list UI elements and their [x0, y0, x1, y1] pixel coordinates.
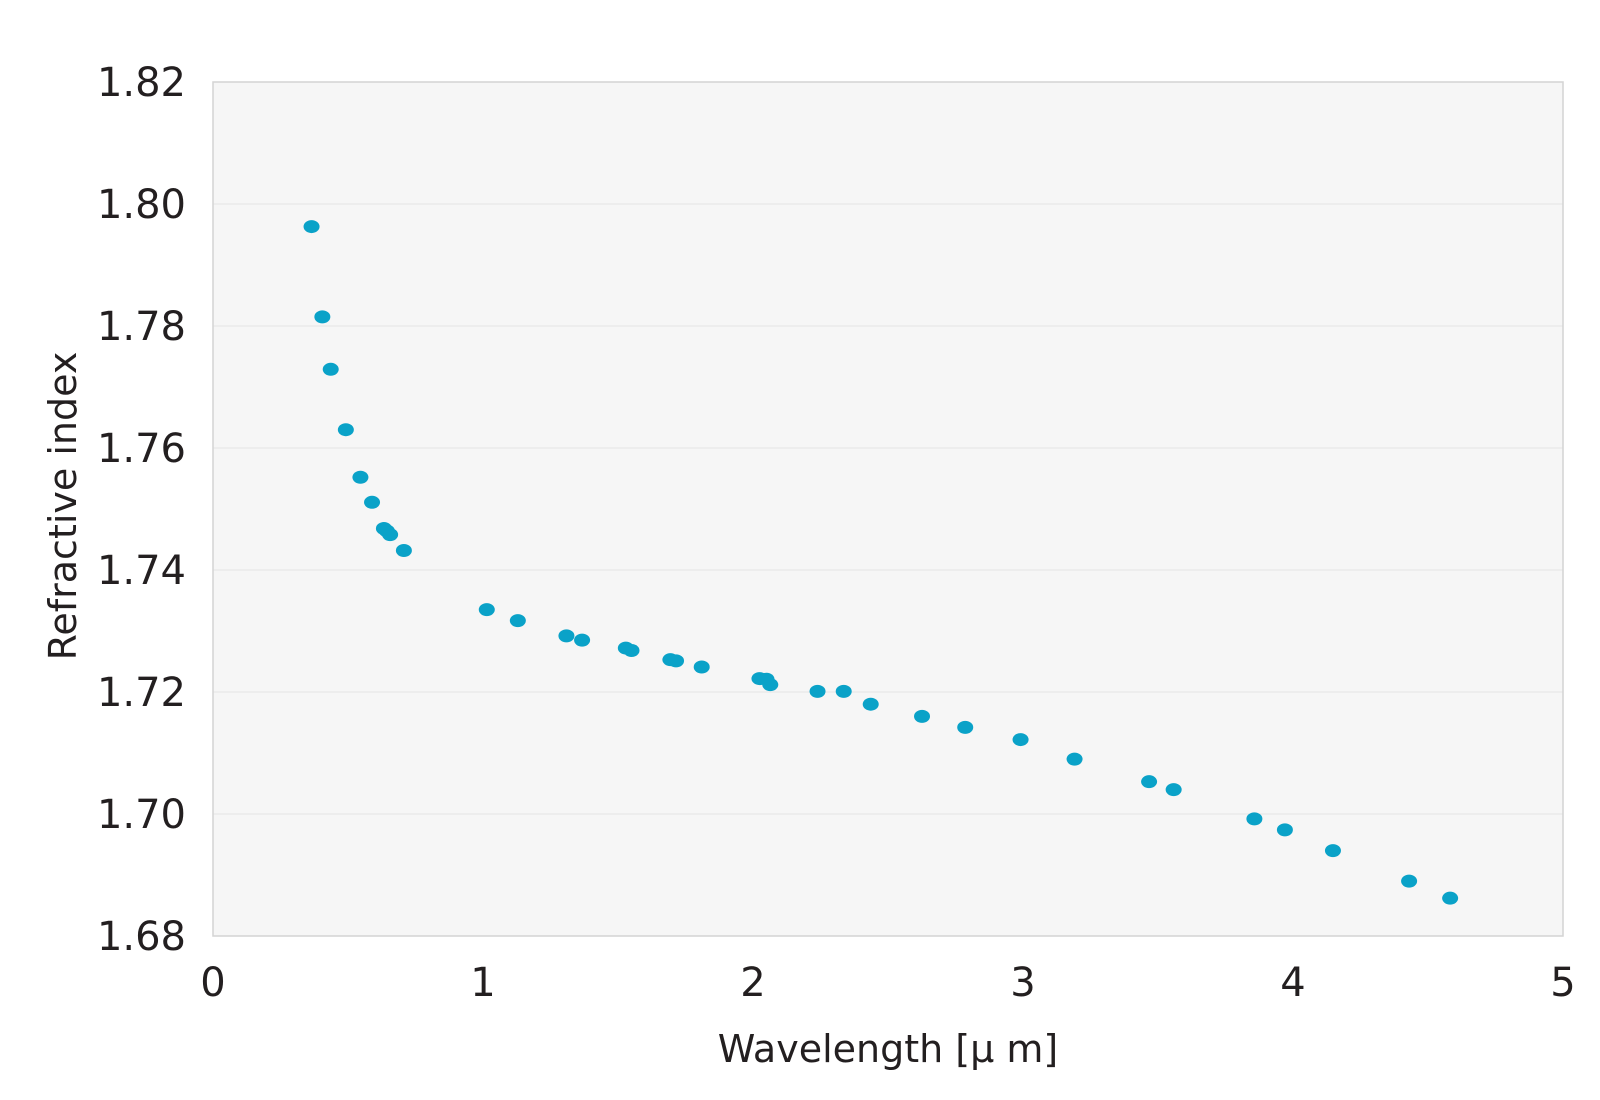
y-tick-label: 1.78: [97, 304, 186, 350]
data-point: [668, 654, 685, 668]
data-point: [395, 543, 412, 557]
data-point: [957, 720, 974, 734]
data-point: [623, 644, 640, 658]
x-tick-labels: 0 1 2 3 4 5: [200, 960, 1575, 1006]
x-tick-label: 5: [1550, 960, 1575, 1006]
x-tick-label: 3: [1010, 960, 1035, 1006]
plot-frame: [212, 81, 1564, 937]
data-point: [835, 684, 852, 698]
data-point: [337, 423, 354, 437]
y-tick-label: 1.68: [97, 914, 186, 960]
gridlines: [213, 203, 1563, 815]
data-point: [303, 220, 320, 234]
data-point: [809, 684, 826, 698]
data-point: [558, 629, 575, 643]
data-point: [1276, 823, 1293, 837]
y-tick-label: 1.72: [97, 670, 186, 716]
x-tick-label: 2: [740, 960, 765, 1006]
data-point: [364, 495, 381, 509]
y-axis-label: Refractive index: [41, 352, 85, 661]
data-point: [1442, 891, 1459, 905]
x-tick-label: 1: [470, 960, 495, 1006]
data-point: [914, 709, 931, 723]
x-tick-label: 0: [200, 960, 225, 1006]
data-point: [322, 362, 339, 376]
data-point: [762, 678, 779, 692]
y-tick-label: 1.76: [97, 426, 186, 472]
y-tick-label: 1.70: [97, 792, 186, 838]
data-points: [303, 220, 1459, 905]
data-point: [1165, 783, 1182, 797]
data-point: [693, 660, 710, 674]
x-tick-label: 4: [1280, 960, 1305, 1006]
y-tick-label: 1.80: [97, 182, 186, 228]
data-point: [1401, 874, 1418, 888]
y-tick-label: 1.74: [97, 548, 186, 594]
data-point: [574, 633, 591, 647]
data-point: [382, 528, 399, 542]
y-tick-labels: 1.68 1.70 1.72 1.74 1.76 1.78 1.80 1.82: [97, 60, 186, 960]
data-point: [1246, 812, 1263, 826]
data-point: [1141, 775, 1158, 789]
data-point: [352, 470, 369, 484]
data-point: [862, 697, 879, 711]
data-point: [1324, 844, 1341, 858]
y-tick-label: 1.82: [97, 60, 186, 106]
data-point: [478, 603, 495, 617]
data-point: [509, 614, 526, 628]
data-point: [1066, 752, 1083, 766]
x-axis-label: Wavelength [μ m]: [718, 1027, 1058, 1071]
data-point: [314, 310, 331, 324]
data-point: [1012, 733, 1029, 747]
plot-area: [213, 82, 1563, 936]
